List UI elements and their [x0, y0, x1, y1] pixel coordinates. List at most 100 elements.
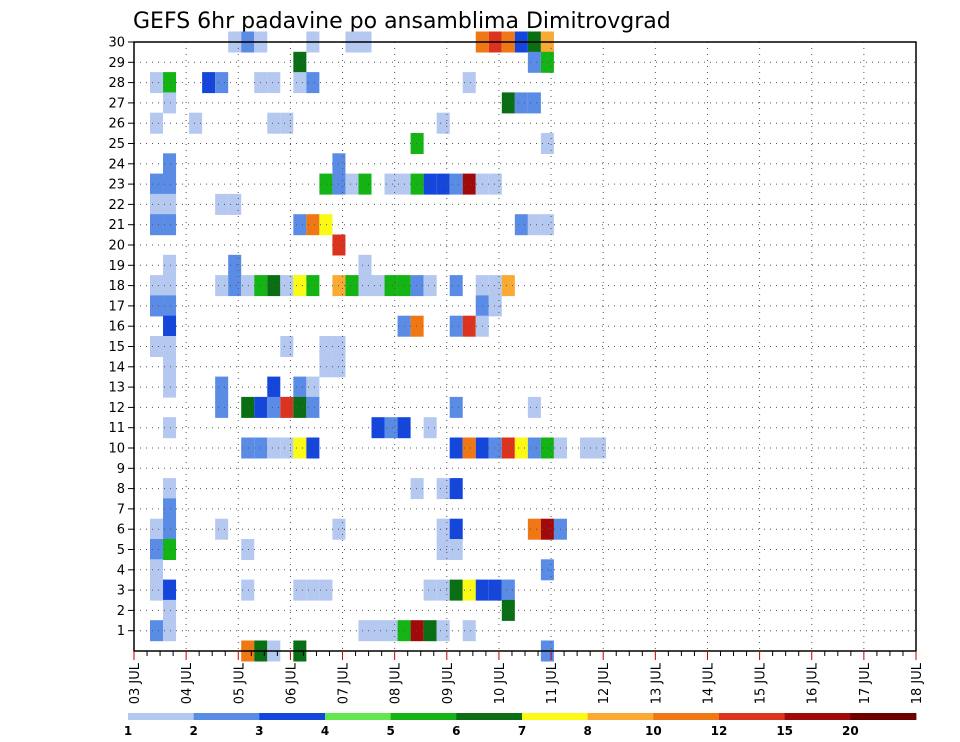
heatmap-cell	[306, 214, 320, 236]
heatmap-cell	[163, 315, 177, 337]
legend-label: 1	[124, 724, 132, 738]
heatmap-cell	[423, 579, 437, 601]
heatmap-cell	[267, 437, 281, 459]
x-tick-label: 16 JUL	[806, 662, 821, 704]
heatmap-cell	[280, 275, 294, 297]
heatmap-cell	[410, 315, 424, 337]
heatmap-cell	[215, 376, 229, 398]
heatmap-cell	[150, 620, 164, 642]
heatmap-cell	[215, 72, 229, 94]
heatmap-cell	[358, 275, 372, 297]
heatmap-cell	[150, 275, 164, 297]
heatmap-cell	[163, 214, 177, 236]
heatmap-cell	[371, 620, 385, 642]
heatmap-cell	[449, 478, 463, 500]
heatmap-cell	[514, 92, 528, 114]
heatmap-cell	[267, 112, 281, 134]
y-tick-label: 8	[117, 482, 125, 497]
heatmap-cell	[488, 173, 502, 195]
heatmap-cell	[436, 518, 450, 540]
x-tick-label: 14 JUL	[701, 662, 716, 704]
heatmap-cell	[436, 173, 450, 195]
heatmap-cell	[280, 336, 294, 357]
heatmap-cell	[319, 336, 333, 357]
heatmap-cell	[306, 579, 320, 601]
heatmap-cell	[163, 92, 177, 114]
heatmap-cell	[306, 72, 320, 94]
heatmap-cell	[527, 214, 541, 236]
heatmap-cell	[163, 498, 177, 520]
heatmap-cell	[163, 254, 177, 276]
heatmap-cell	[527, 437, 541, 459]
legend-swatch	[719, 713, 786, 720]
y-tick-label: 13	[108, 381, 125, 396]
heatmap-cell	[319, 173, 333, 195]
heatmap-cell	[163, 478, 177, 500]
heatmap-cell	[449, 579, 463, 601]
heatmap-cell	[241, 275, 255, 297]
heatmap-cell	[150, 539, 164, 560]
heatmap-cell	[150, 559, 164, 581]
x-tick-label: 17 JUL	[858, 662, 873, 704]
heatmap-cell	[150, 295, 164, 317]
heatmap-cell	[241, 396, 255, 418]
heatmap-cell	[319, 356, 333, 378]
y-tick-label: 29	[108, 56, 125, 71]
y-tick-label: 26	[108, 117, 125, 132]
heatmap-cell	[163, 153, 177, 175]
legend-label: 7	[518, 724, 526, 738]
y-tick-label: 3	[117, 584, 125, 599]
heatmap-cell	[163, 275, 177, 297]
legend-label: 6	[452, 724, 460, 738]
legend-swatch	[522, 713, 589, 720]
legend-swatch	[850, 713, 917, 720]
heatmap-cell	[150, 214, 164, 236]
heatmap-cell	[306, 396, 320, 418]
heatmap-cell	[150, 112, 164, 134]
legend-label: 3	[255, 724, 263, 738]
heatmap-cell	[267, 396, 281, 418]
legend-label: 20	[842, 724, 859, 738]
heatmap-cell	[280, 112, 294, 134]
heatmap-cell	[436, 478, 450, 500]
heatmap-cell	[462, 173, 476, 195]
heatmap-cell	[189, 112, 203, 134]
heatmap-cell	[267, 72, 281, 94]
heatmap-cell	[293, 51, 307, 73]
y-tick-label: 2	[117, 604, 125, 619]
heatmap-cell	[423, 173, 437, 195]
heatmap-cell	[540, 51, 554, 73]
y-tick-label: 18	[108, 279, 125, 294]
heatmap-cell	[150, 336, 164, 357]
heatmap-cell	[163, 376, 177, 398]
heatmap-cell	[306, 376, 320, 398]
heatmap-cell	[540, 214, 554, 236]
heatmap-cell	[163, 599, 177, 621]
heatmap-cell	[501, 275, 515, 297]
y-tick-label: 28	[108, 76, 125, 91]
y-tick-label: 7	[117, 502, 125, 517]
heatmap-cell	[527, 92, 541, 114]
heatmap-cell	[423, 417, 437, 439]
heatmap-cell	[163, 193, 177, 215]
y-tick-label: 5	[117, 543, 125, 558]
x-tick-label: 15 JUL	[754, 662, 769, 704]
legend-swatch	[325, 713, 392, 720]
heatmap-cell	[228, 275, 242, 297]
heatmap-cell	[215, 396, 229, 418]
heatmap-cell	[241, 539, 255, 560]
heatmap-cell	[462, 579, 476, 601]
heatmap-cell	[306, 275, 320, 297]
x-tick-label: 11 JUL	[545, 662, 560, 704]
heatmap-cell	[449, 437, 463, 459]
heatmap-cell	[163, 539, 177, 560]
heatmap-cell	[527, 396, 541, 418]
y-tick-label: 25	[108, 137, 125, 152]
x-tick-label: 13 JUL	[649, 662, 664, 704]
legend-swatch	[456, 713, 523, 720]
y-tick-label: 11	[108, 421, 125, 436]
heatmap-cell	[163, 518, 177, 540]
heatmap-cell	[163, 579, 177, 601]
y-tick-label: 17	[108, 299, 125, 314]
